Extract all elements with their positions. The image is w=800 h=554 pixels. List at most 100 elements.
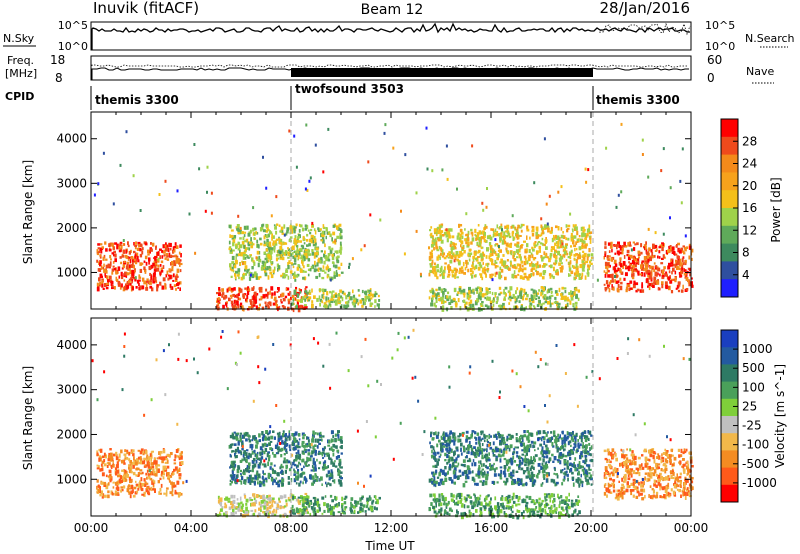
scatter-cell <box>296 245 298 248</box>
scatter-cell <box>256 293 259 296</box>
scatter-cell <box>329 233 332 238</box>
scatter-cell <box>532 273 535 276</box>
scatter-cell <box>239 249 241 254</box>
scatter-cell <box>266 503 269 506</box>
scatter-cell <box>334 465 338 468</box>
scatter-cell <box>165 458 168 461</box>
scatter-cell <box>243 469 245 473</box>
scatter-cell <box>465 259 468 265</box>
scatter-cell <box>575 263 578 268</box>
scatter-cell <box>96 450 98 455</box>
scatter-cell <box>171 488 174 492</box>
scatter-cell <box>484 296 487 300</box>
scatter-cell <box>330 469 333 474</box>
scatter-cell <box>568 292 571 295</box>
scatter-cell <box>132 471 136 476</box>
scatter-cell <box>259 290 263 293</box>
scatter-cell <box>279 466 282 470</box>
scatter-cell <box>329 290 332 293</box>
scatter-cell <box>248 470 250 474</box>
scatter-cell <box>248 231 252 234</box>
scatter-cell <box>511 232 514 237</box>
scatter-cell <box>547 431 549 434</box>
scatter-cell <box>235 253 239 257</box>
scatter-cell <box>363 244 366 248</box>
scatter-cell <box>482 208 485 212</box>
scatter-cell <box>486 297 489 301</box>
scatter-cell <box>282 460 286 464</box>
scatter-cell <box>303 276 306 281</box>
scatter-cell <box>109 255 112 259</box>
scatter-cell <box>165 252 169 257</box>
scatter-cell <box>371 293 374 298</box>
scatter-cell <box>540 286 544 289</box>
scatter-cell <box>680 201 683 205</box>
scatter-cell <box>330 458 333 463</box>
scatter-cell <box>480 303 482 308</box>
scatter-cell <box>260 452 264 456</box>
scatter-cell <box>298 223 301 227</box>
scatter-cell <box>161 255 164 259</box>
scatter-cell <box>481 236 484 239</box>
scatter-cell <box>679 274 682 278</box>
scatter-cell <box>547 227 549 231</box>
scatter-cell <box>289 291 292 295</box>
scatter-cell <box>304 450 307 454</box>
scatter-cell <box>446 295 448 299</box>
scatter-cell <box>262 470 264 474</box>
scatter-cell <box>485 460 488 463</box>
scatter-cell <box>169 242 172 248</box>
scatter-cell <box>288 468 292 472</box>
scatter-cell <box>129 264 131 269</box>
scatter-cell <box>574 438 577 442</box>
scatter-cell <box>271 510 275 515</box>
scatter-cell <box>683 272 687 276</box>
scatter-cell <box>171 260 174 264</box>
scatter-cell <box>578 273 582 276</box>
scatter-cell <box>123 279 126 282</box>
scatter-cell <box>446 462 449 465</box>
scatter-cell <box>607 262 610 267</box>
scatter-cell <box>541 256 544 261</box>
scatter-cell <box>299 240 302 243</box>
scatter-cell <box>498 233 501 237</box>
scatter-cell <box>429 441 431 445</box>
scatter-cell <box>485 255 488 259</box>
scatter-cell <box>148 462 151 466</box>
scatter-cell <box>206 165 209 169</box>
scatter-cell <box>333 275 336 279</box>
scatter-cell <box>617 241 620 246</box>
scatter-cell <box>500 469 502 474</box>
scatter-cell <box>327 258 331 262</box>
scatter-cell <box>251 273 255 279</box>
scatter-cell <box>245 498 249 503</box>
scatter-cell <box>144 269 147 273</box>
scatter-cell <box>447 291 450 295</box>
scatter-cell <box>258 298 261 301</box>
scatter-cell <box>446 275 450 278</box>
scatter-cell <box>171 265 174 268</box>
scatter-cell <box>516 464 519 467</box>
scatter-cell <box>515 249 518 253</box>
scatter-cell <box>111 286 114 290</box>
scatter-cell <box>661 247 664 252</box>
scatter-cell <box>649 247 651 250</box>
scatter-cell <box>247 256 250 259</box>
scatter-cell <box>535 231 539 236</box>
scatter-cell <box>560 293 563 296</box>
scatter-cell <box>464 228 466 231</box>
scatter-cell <box>122 239 125 242</box>
scatter-cell <box>264 261 267 264</box>
scatter-cell <box>581 240 585 243</box>
scatter-cell <box>287 298 291 302</box>
scatter-cell <box>294 278 297 282</box>
scatter-cell <box>608 255 611 258</box>
scatter-cell <box>333 445 337 448</box>
scatter-cell <box>497 453 501 458</box>
scatter-cell <box>291 246 295 250</box>
scatter-cell <box>327 127 330 131</box>
scatter-cell <box>159 477 162 481</box>
scatter-cell <box>101 472 105 477</box>
scatter-cell <box>303 434 306 437</box>
scatter-cell <box>560 294 563 299</box>
